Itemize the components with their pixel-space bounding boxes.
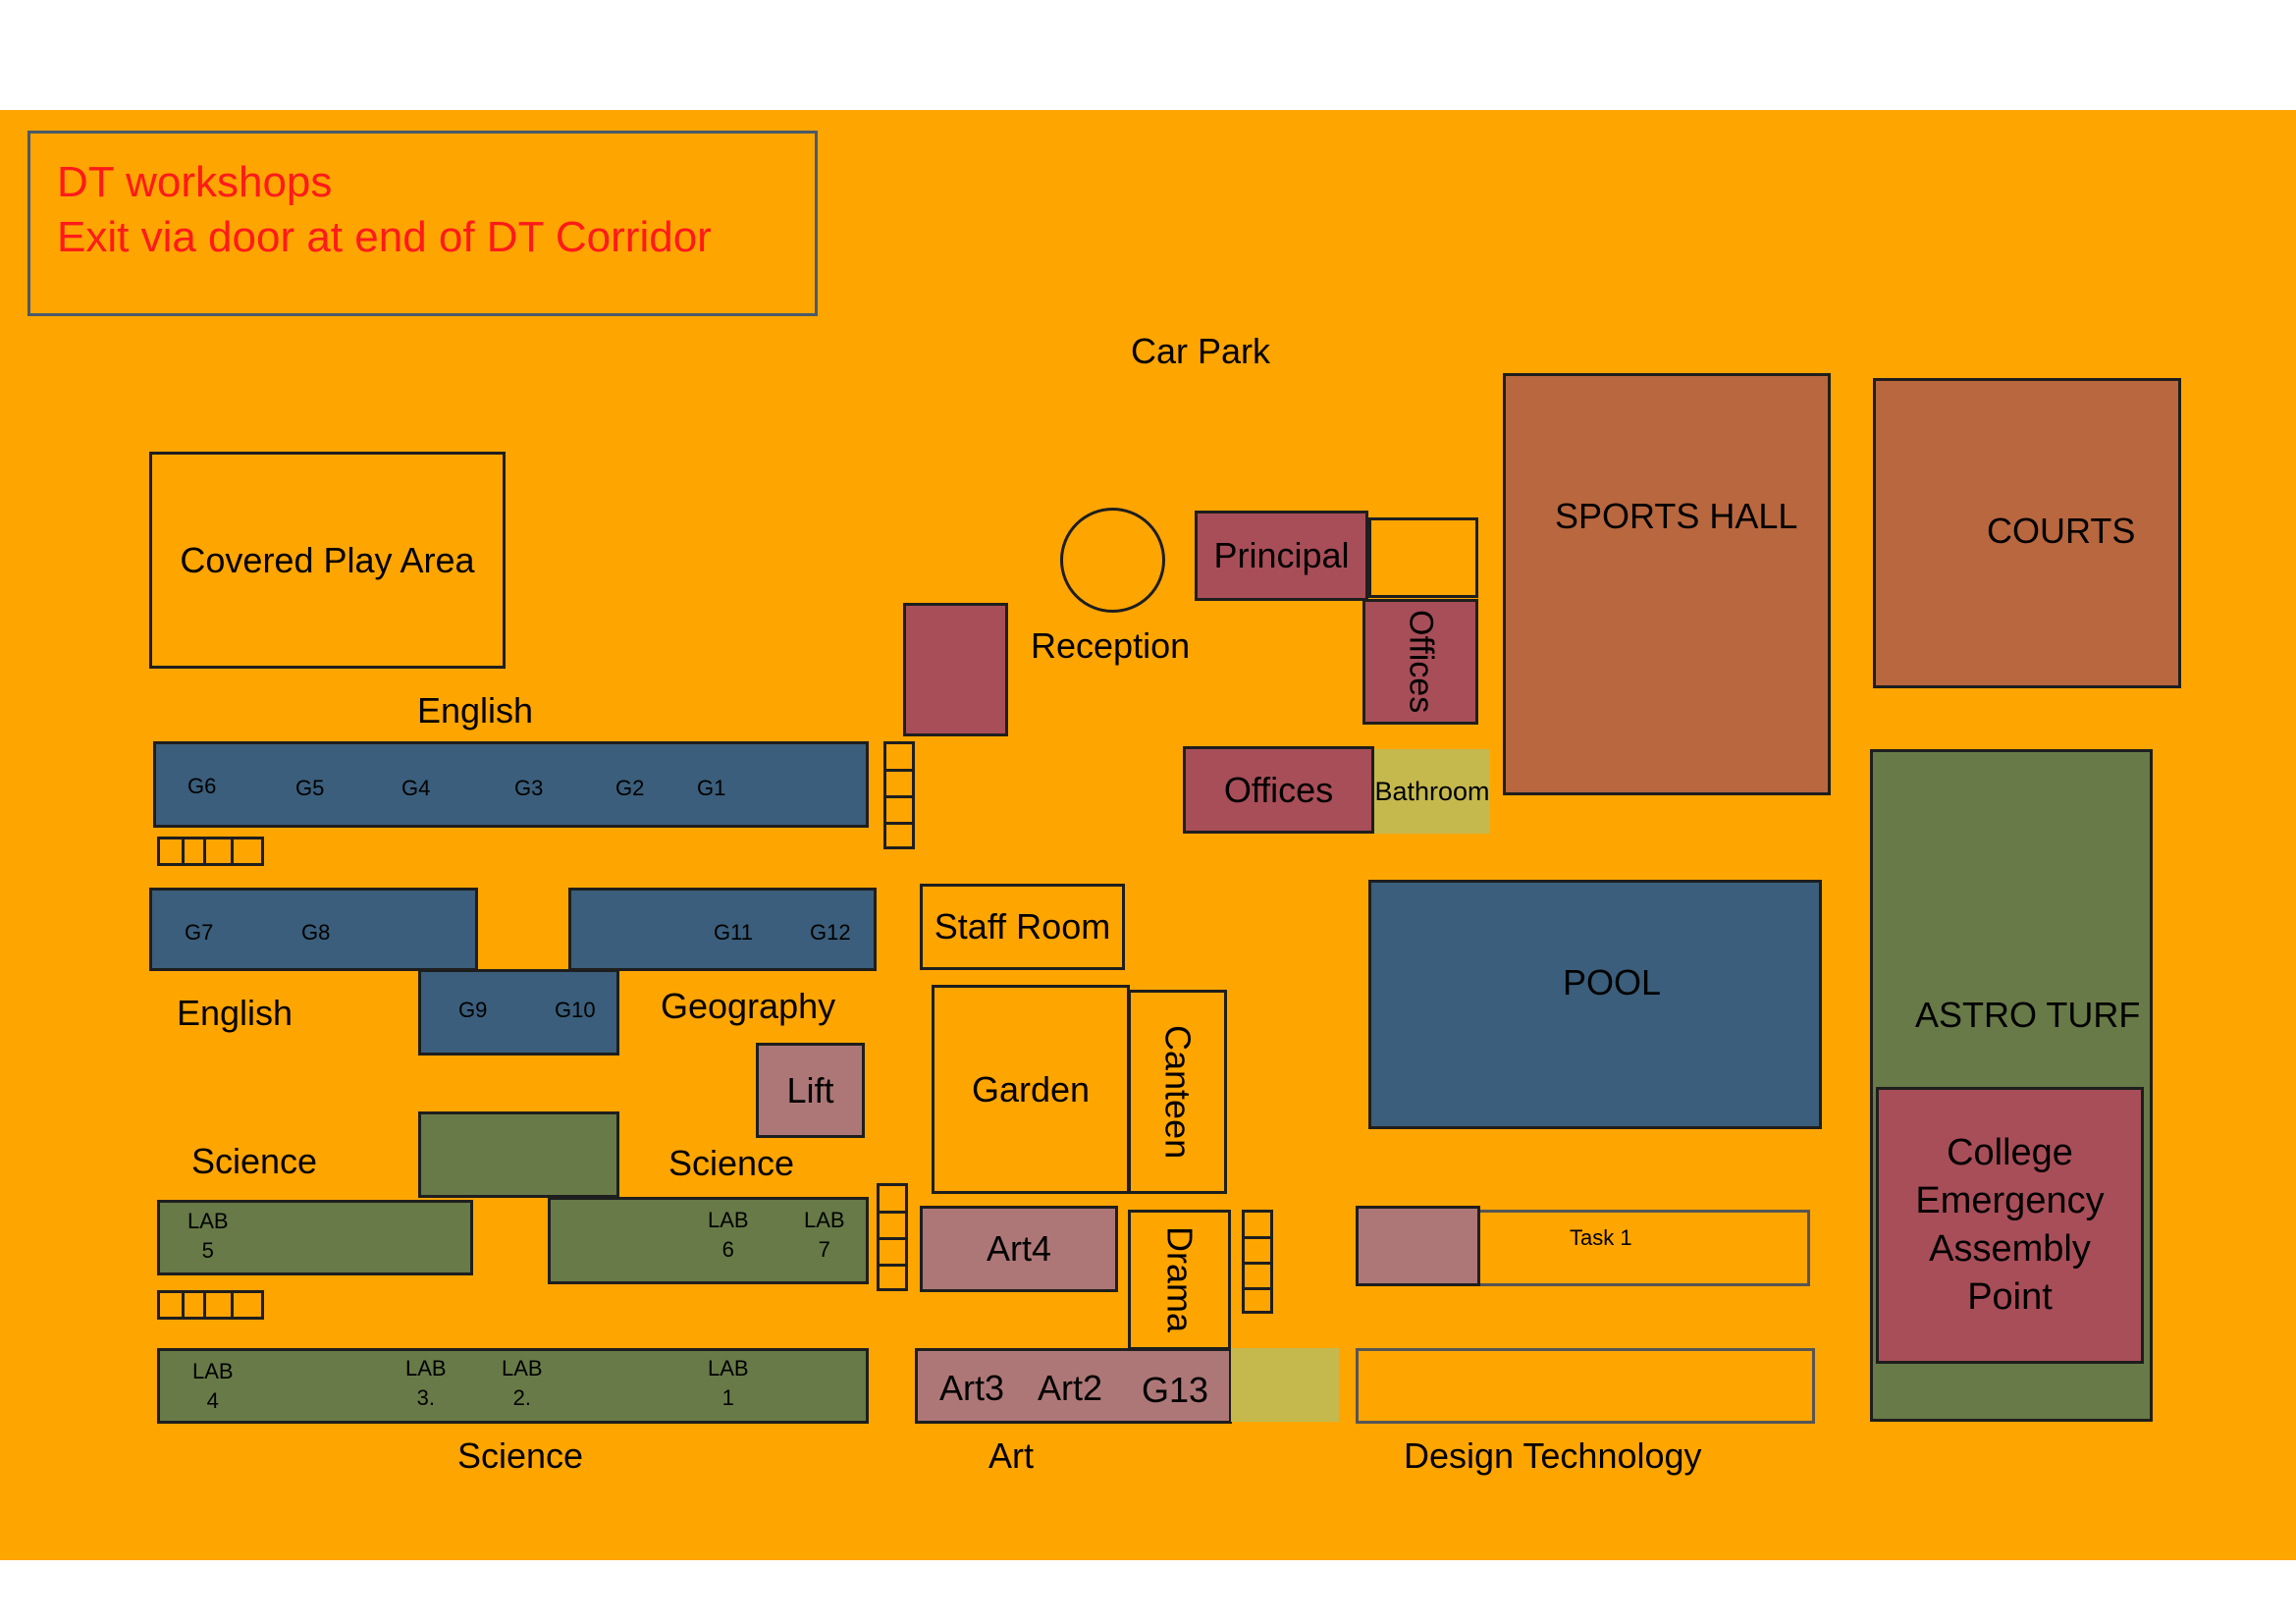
block-g9-g10[interactable]: G9 G10 [418, 969, 619, 1056]
room-g2: G2 [615, 776, 645, 800]
art-block[interactable]: Art3 Art2 G13 [915, 1348, 1232, 1424]
drama-label: Drama [1159, 1226, 1201, 1333]
stairs-english-vertical [883, 741, 915, 849]
room-g10: G10 [555, 998, 596, 1022]
notice-line-2: Exit via door at end of DT Corridor [57, 213, 712, 261]
offices-label: Offices [1223, 769, 1334, 810]
lab-2-label: LAB 2. [502, 1356, 543, 1410]
english-block-g7-g8[interactable]: G7 G8 [149, 888, 478, 971]
room-g8: G8 [301, 920, 331, 945]
garden-label: Garden [971, 1068, 1091, 1110]
notice-box: DT workshops Exit via door at end of DT … [27, 131, 818, 316]
english-block-top[interactable]: G6 G5 G4 G3 G2 G1 [153, 741, 869, 828]
room-g3: G3 [514, 776, 544, 800]
lab-5[interactable]: LAB 5 [157, 1200, 473, 1275]
art4-label: Art4 [986, 1228, 1052, 1269]
assembly-line-1: College [1947, 1132, 2073, 1173]
art3-label: Art3 [939, 1368, 1005, 1408]
staff-room[interactable]: Staff Room [920, 884, 1125, 970]
covered-play-area-label: Covered Play Area [180, 539, 475, 580]
room-g11: G11 [714, 920, 753, 945]
bathroom[interactable]: Bathroom [1374, 749, 1490, 834]
canteen[interactable]: Canteen [1128, 990, 1227, 1194]
car-park-label: Car Park [1131, 331, 1271, 371]
offices-vertical[interactable]: Offices [1362, 599, 1478, 725]
courts-label: COURTS [1987, 511, 2136, 551]
sports-hall-label: SPORTS HALL [1555, 496, 1798, 536]
science-labs-1-4[interactable]: LAB 4 LAB 3. LAB 2. LAB 1 [157, 1348, 869, 1424]
room-g9: G9 [458, 998, 488, 1022]
lab-1-label: LAB 1 [708, 1356, 749, 1410]
task-1-label: Task 1 [1570, 1225, 1632, 1250]
notice-line-1: DT workshops [57, 158, 333, 206]
assembly-line-4: Point [1967, 1276, 2053, 1318]
lift-label: Lift [786, 1069, 834, 1110]
stairs-drama [1242, 1210, 1273, 1314]
room-g6: G6 [187, 774, 217, 798]
dept-art: Art [988, 1435, 1035, 1476]
design-technology-room[interactable] [1356, 1348, 1815, 1424]
lift[interactable]: Lift [756, 1043, 865, 1138]
g13-label: G13 [1142, 1370, 1209, 1410]
science-block-upper[interactable] [418, 1111, 619, 1198]
lab-4-label: LAB 4 [192, 1359, 234, 1413]
sports-hall[interactable]: SPORTS HALL [1503, 373, 1831, 795]
principal-annex[interactable] [1368, 517, 1478, 598]
dept-geography: Geography [661, 986, 836, 1026]
room-g1: G1 [697, 776, 726, 800]
art2-label: Art2 [1038, 1368, 1103, 1408]
stairs-english-horizontal [157, 837, 264, 866]
lab-6-7-block[interactable]: LAB 6 LAB 7 [548, 1197, 869, 1284]
reception-block[interactable] [903, 603, 1008, 736]
offices[interactable]: Offices [1183, 746, 1374, 834]
lab-5-label: LAB 5 [187, 1209, 229, 1263]
reception-label: Reception [1031, 625, 1191, 666]
reception-circle[interactable] [1060, 508, 1165, 613]
emergency-assembly-point[interactable]: College Emergency Assembly Point [1876, 1087, 2144, 1364]
room-g7: G7 [185, 920, 214, 945]
task-1-annex[interactable] [1356, 1206, 1480, 1286]
dept-science-bottom: Science [457, 1435, 584, 1476]
stairs-science-horizontal [157, 1290, 264, 1320]
bathroom-label: Bathroom [1374, 776, 1490, 806]
drama[interactable]: Drama [1128, 1210, 1231, 1350]
pool-label: POOL [1563, 962, 1662, 1002]
covered-play-area[interactable]: Covered Play Area [149, 452, 506, 669]
dept-science-mid: Science [668, 1143, 795, 1183]
room-g4: G4 [401, 776, 431, 800]
principal-label: Principal [1213, 535, 1350, 575]
courts[interactable]: COURTS [1873, 378, 2181, 688]
art-annex [1231, 1348, 1339, 1422]
lab-6-label: LAB 6 [708, 1208, 749, 1262]
lab-7-label: LAB 7 [804, 1208, 845, 1262]
art4[interactable]: Art4 [920, 1206, 1118, 1292]
canteen-label: Canteen [1157, 1024, 1199, 1160]
dept-design-technology: Design Technology [1404, 1435, 1702, 1476]
dept-english-top: English [417, 690, 534, 731]
offices-vertical-label: Offices [1402, 610, 1440, 714]
astro-turf-label: ASTRO TURF [1915, 995, 2141, 1035]
assembly-line-2: Emergency [1915, 1180, 2105, 1221]
room-g5: G5 [295, 776, 325, 800]
pool[interactable]: POOL [1368, 880, 1822, 1129]
dept-english-left: English [177, 993, 294, 1033]
assembly-line-3: Assembly [1929, 1228, 2091, 1270]
stairs-science-vertical [877, 1183, 908, 1291]
lab-3-label: LAB 3. [405, 1356, 447, 1410]
dept-science-left: Science [191, 1141, 318, 1181]
principal-office[interactable]: Principal [1195, 511, 1368, 601]
room-g12: G12 [810, 920, 851, 945]
staff-room-label: Staff Room [934, 906, 1111, 947]
garden[interactable]: Garden [932, 985, 1130, 1194]
geography-block-g11-g12[interactable]: G11 G12 [568, 888, 877, 971]
